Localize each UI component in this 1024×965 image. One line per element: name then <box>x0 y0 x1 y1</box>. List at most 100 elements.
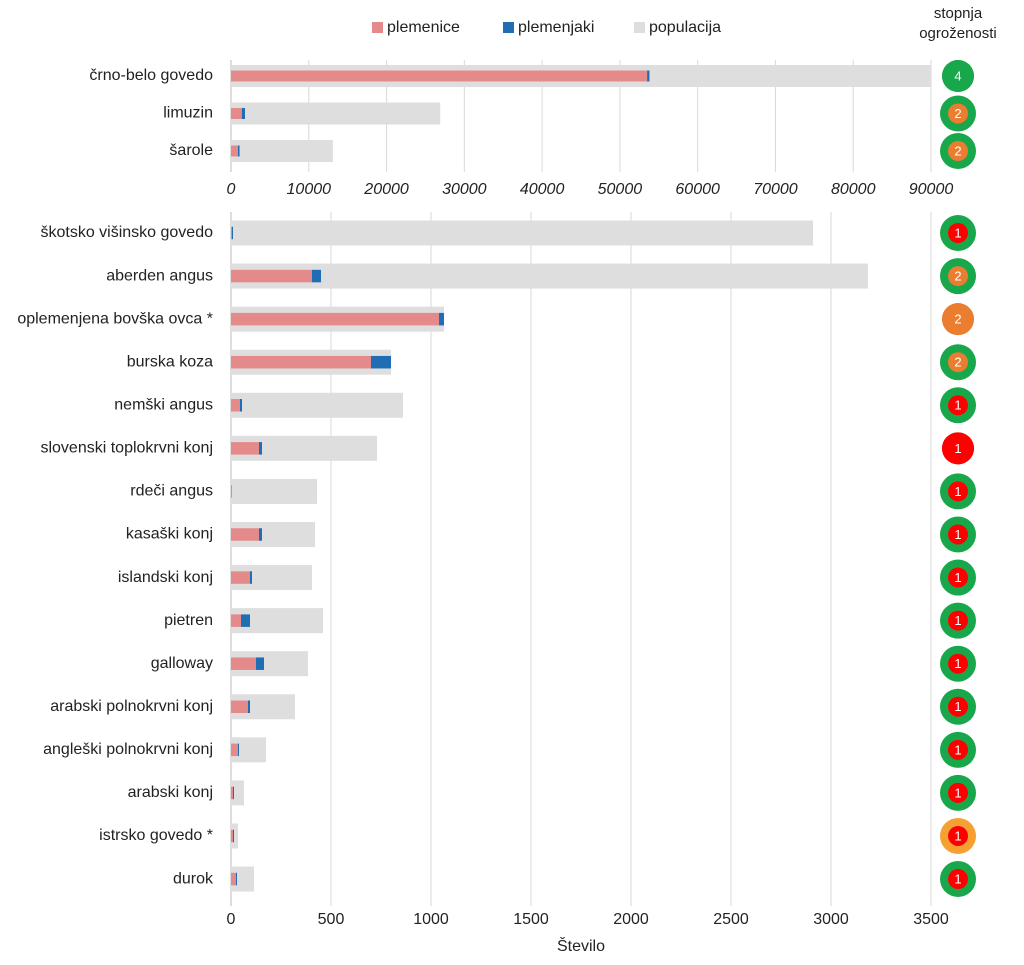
status-fill <box>948 223 968 243</box>
bar-males <box>238 743 239 757</box>
category-label: škotsko višinsko govedo <box>40 224 213 241</box>
x-tick-label: 500 <box>318 911 345 928</box>
status-fill <box>948 395 968 416</box>
bar-males <box>248 700 250 714</box>
x-tick-label: 40000 <box>520 181 565 198</box>
x-tick-label: 0 <box>227 911 236 928</box>
bar-females <box>231 269 312 283</box>
status-fill <box>948 103 968 124</box>
status-label: 4 <box>954 68 961 83</box>
bar-females <box>231 442 259 455</box>
bar-males <box>232 226 233 240</box>
x-tick-label: 30000 <box>442 181 487 198</box>
status-label: 1 <box>954 699 961 714</box>
x-tick-label: 80000 <box>831 181 876 198</box>
x-tick-label: 2000 <box>613 911 649 928</box>
bar-females <box>231 145 238 157</box>
status-fill <box>948 869 968 890</box>
x-tick-label: 10000 <box>287 181 332 198</box>
category-label: kasaški konj <box>126 526 213 543</box>
legend-label: plemenjaki <box>518 19 594 36</box>
status-fill <box>948 653 968 674</box>
bar-females <box>231 70 648 82</box>
category-label: limuzin <box>163 105 213 122</box>
bar-females <box>231 657 256 670</box>
bar-females <box>231 571 250 584</box>
bar-males <box>371 355 391 369</box>
bar-population <box>231 263 868 289</box>
status-fill <box>948 696 968 717</box>
bar-males <box>647 70 650 82</box>
bar-females <box>231 614 241 627</box>
status-label: 1 <box>954 484 961 499</box>
status-label: 1 <box>954 656 961 671</box>
category-label: islandski konj <box>118 569 213 586</box>
status-label: 1 <box>954 527 961 542</box>
status-label: 2 <box>954 355 961 370</box>
status-fill <box>942 432 974 465</box>
legend-label: populacija <box>649 19 721 36</box>
status-label: 1 <box>954 785 961 800</box>
bar-males <box>256 657 264 670</box>
x-tick-label: 20000 <box>363 181 409 198</box>
bar-population <box>231 478 317 504</box>
x-tick-label: 2500 <box>713 911 749 928</box>
status-fill <box>948 825 968 846</box>
status-label: 1 <box>954 613 961 628</box>
category-label: galloway <box>151 655 213 672</box>
bar-males <box>240 399 242 412</box>
status-fill <box>948 524 968 545</box>
status-label: 2 <box>954 106 961 121</box>
bar-females <box>231 829 233 843</box>
bar-females <box>231 743 238 757</box>
status-fill <box>948 610 968 631</box>
category-label: šarole <box>169 142 213 159</box>
status-fill <box>948 567 968 588</box>
bar-population <box>231 780 244 806</box>
category-label: burska koza <box>127 353 213 370</box>
legend-swatch <box>503 22 514 33</box>
x-axis-title: Število <box>557 936 605 955</box>
bar-females <box>231 108 242 119</box>
status-fill <box>948 481 968 502</box>
bar-females <box>231 355 371 369</box>
status-fill <box>948 141 968 161</box>
status-label: 1 <box>954 441 961 456</box>
bar-males <box>241 614 250 627</box>
bar-population <box>231 392 403 418</box>
legend-swatch <box>372 22 383 33</box>
bar-males <box>233 786 234 800</box>
x-tick-label: 1000 <box>413 911 449 928</box>
x-tick-label: 0 <box>227 181 236 198</box>
x-tick-label: 3000 <box>813 911 849 928</box>
bar-males <box>259 442 262 455</box>
status-title: stopnja ogroženosti <box>919 5 997 42</box>
category-label: angleški polnokrvni konj <box>43 741 213 758</box>
bar-females <box>231 700 248 714</box>
status-fill <box>942 60 974 92</box>
bar-females <box>231 226 232 240</box>
bar-population <box>231 220 813 246</box>
status-label: 2 <box>954 269 961 284</box>
bar-males <box>439 312 444 326</box>
status-fill <box>948 352 968 373</box>
category-label: nemški angus <box>114 396 213 413</box>
status-label: 2 <box>954 143 961 158</box>
category-label: pietren <box>164 612 213 629</box>
x-tick-label: 90000 <box>909 181 954 198</box>
status-label: 1 <box>954 742 961 757</box>
category-label: aberden angus <box>106 267 213 284</box>
x-tick-label: 50000 <box>598 181 643 198</box>
bar-population <box>231 823 238 849</box>
status-label: 2 <box>954 312 961 327</box>
category-label: črno-belo govedo <box>89 67 213 84</box>
status-label: 1 <box>954 398 961 413</box>
bar-females <box>231 312 439 326</box>
status-fill <box>948 782 968 803</box>
category-label: durok <box>173 870 214 887</box>
category-label: oplemenjena bovška ovca * <box>17 310 213 327</box>
status-fill <box>942 303 974 336</box>
x-tick-label: 3500 <box>913 911 949 928</box>
